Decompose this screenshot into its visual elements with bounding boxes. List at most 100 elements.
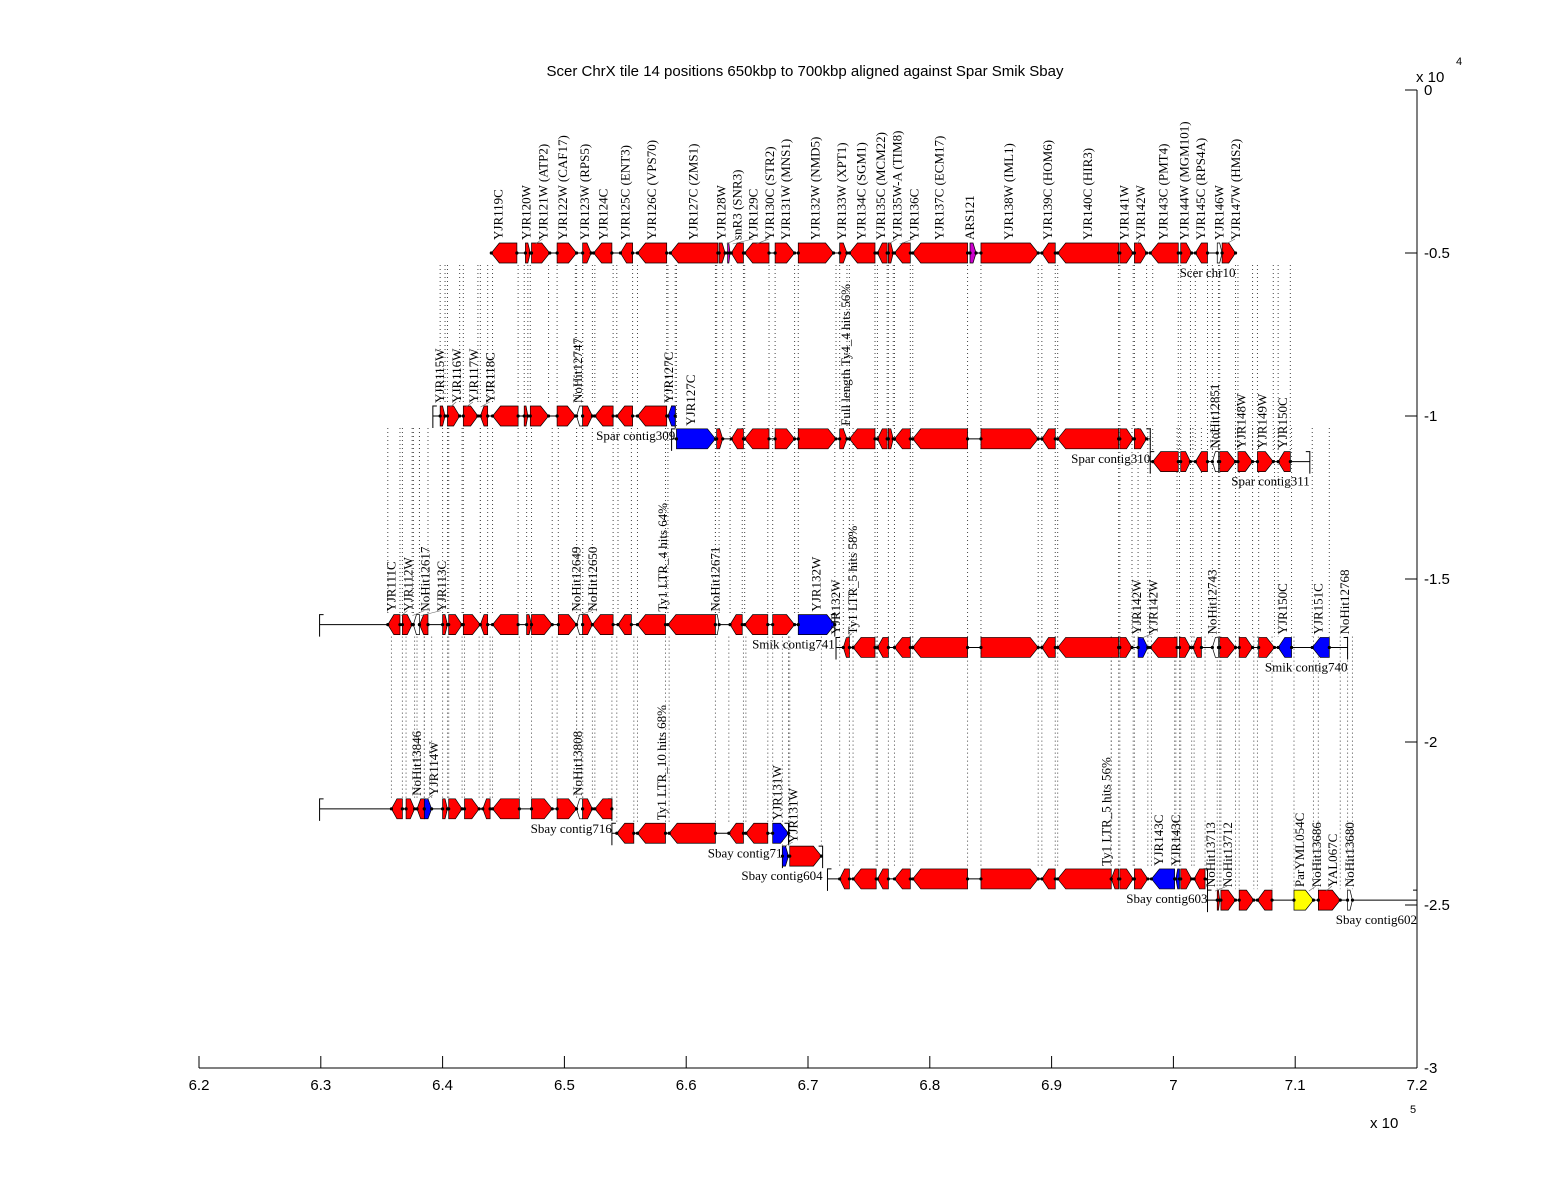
gene-label: YJR144W (MGM101) [1176,121,1191,240]
label-leader-line [1214,885,1228,892]
gene-start-marker [422,807,426,811]
label-leader-line [535,238,543,245]
gene-label: YJR146W [1212,184,1227,240]
gene-arrow [439,405,446,427]
gene-arrow [730,428,744,450]
label-leader-line [425,794,433,801]
gene-end-marker [1271,460,1275,464]
gene-start-marker [581,623,585,627]
gene-arrow [877,242,888,264]
gene-arrow [1277,451,1291,472]
gene-arrow [912,242,968,264]
gene-start-marker [911,251,915,255]
gene-start-marker [447,623,451,627]
contig-track: NoHit13846 YJR114W NoHit13808 Sbay contig71… [319,730,614,836]
gene-start-marker [1040,437,1044,441]
gene-start-marker [851,877,855,881]
x-multiplier: x 10 [1370,1115,1398,1132]
gene-start-marker [911,877,915,881]
gene-arrow [797,428,837,450]
contig-name-label: Spar contig310 [1071,451,1150,466]
gene-end-marker [590,414,595,418]
gene-arrow [523,405,529,427]
gene-arrow [490,242,518,264]
gene-arrow [582,614,593,635]
gene-end-marker [1233,645,1238,650]
gene-end-marker [665,251,669,255]
gene-arrow [442,798,448,820]
gene-start-marker [743,251,747,255]
gene-start-marker [1118,645,1122,650]
gene-arrow [402,614,413,635]
gene-end-marker [663,831,668,835]
gene-start-marker [892,251,897,255]
gene-end-marker [1289,645,1294,650]
gene-arrow [556,798,578,820]
gene-label: YJR118C [483,352,498,403]
gene-arrow [980,868,1039,890]
gene-arrow [637,614,666,635]
gene-arrow [848,428,876,450]
gene-start-marker [771,831,775,835]
gene-arrow [1216,242,1223,264]
gene-label: Ty1 LTR_4 hits 64% [655,503,670,612]
gene-start-marker [411,623,415,627]
gene-end-marker [845,251,849,255]
gene-arrow [912,868,968,890]
gene-end-marker [476,414,480,418]
gene-start-marker [490,414,495,418]
gene-label: YJR129C [746,189,761,240]
gene-label: NoHit12671 [707,547,722,612]
gene-label: YJR124C [595,189,610,240]
gene-start-marker [1179,460,1183,464]
gene-arrow [405,798,415,820]
gene-label: NoHit12851 [1207,384,1222,449]
gene-arrow [877,868,889,890]
gene-end-marker [786,831,791,835]
gene-start-marker [581,414,585,418]
gene-arrow [894,868,911,890]
gene-label: YJR120W [519,184,534,240]
chart-title: Scer ChrX tile 14 positions 650kbp to 70… [547,63,1064,80]
gene-arrow [969,242,977,264]
gene-start-marker [1192,877,1196,881]
gene-start-marker [875,877,880,881]
gene-label: NoHit12650 [585,547,600,612]
gene-end-marker [1130,645,1134,650]
gene-start-marker [1056,251,1060,255]
gene-start-marker [1109,877,1113,881]
gene-label: YJR132W [809,556,824,612]
gene-end-marker [1205,460,1210,464]
gene-end-marker [1176,460,1180,464]
gene-end-marker [1053,645,1057,650]
gene-end-marker [550,807,554,811]
gene-label: YJR141W [1117,184,1132,240]
gene-start-marker [404,807,408,811]
gene-arrow [1119,428,1134,450]
gene-end-marker [767,437,771,441]
gene-end-marker [741,831,746,835]
gene-arrow [1134,428,1148,450]
contig-track: YJR115W YJR116W YJR117W YJR118C NoHit12747 YJ… [432,338,677,443]
y-multiplier: x 10 [1416,69,1444,86]
label-leader-line [755,238,769,245]
gene-start-marker [1255,898,1260,902]
gene-arrow [877,637,889,658]
gene-start-marker [616,623,620,627]
gene-start-marker [528,414,532,418]
gene-label: YJR138W (IML1) [1001,143,1016,240]
gene-arrow [744,614,769,635]
gene-end-marker [1176,251,1180,255]
gene-start-marker [525,623,529,627]
gene-end-marker [460,807,464,811]
gene-start-marker [1237,898,1241,902]
gene-arrow [1257,889,1273,911]
gene-start-marker [1257,645,1261,650]
gene-arrow [1220,889,1236,911]
gene-arrow [1347,889,1353,911]
gene-arrow [1149,637,1178,658]
gene-label: YJR114W [426,741,441,796]
gene-start-marker [886,437,890,441]
gene-arrow [980,428,1039,450]
gene-end-marker [717,623,721,627]
